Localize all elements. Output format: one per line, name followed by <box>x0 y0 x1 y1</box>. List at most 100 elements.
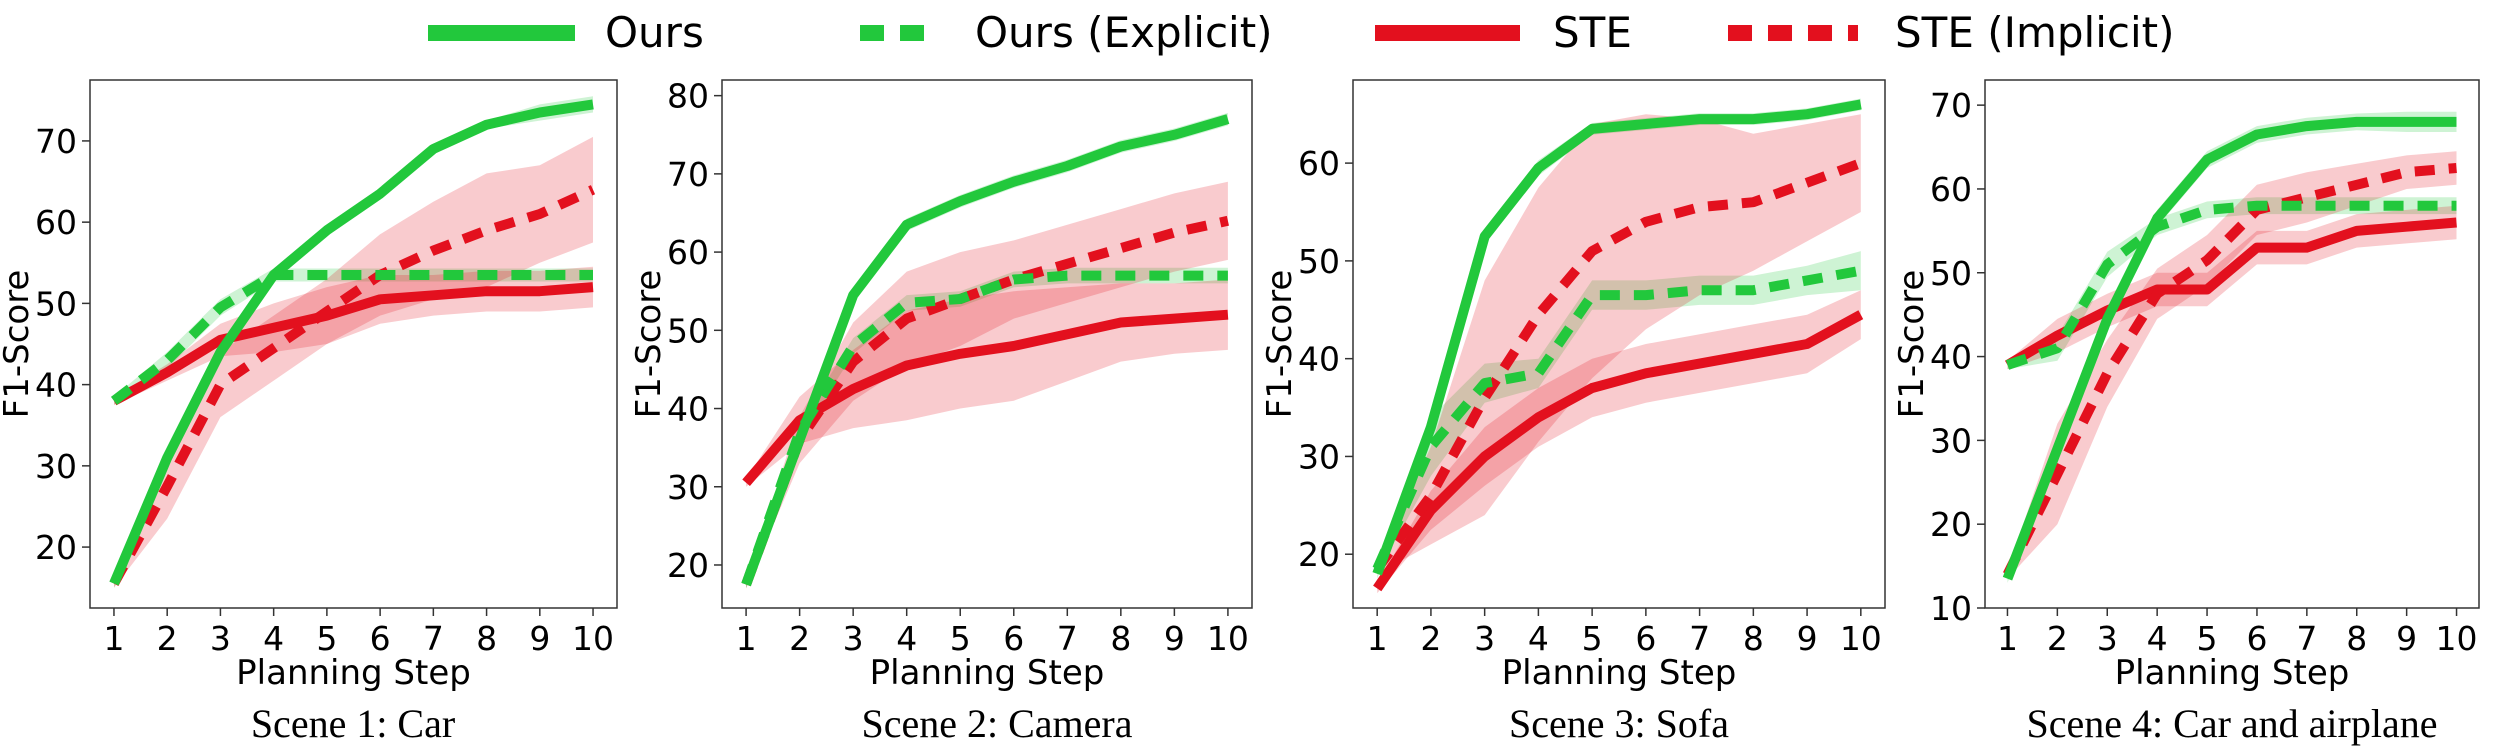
legend: Ours Ours (Explicit) STE STE (Implicit) <box>428 8 2175 57</box>
legend-entry-ours: Ours <box>428 8 704 57</box>
x-tick-label: 1 <box>736 619 757 658</box>
x-tick-label: 4 <box>1528 619 1549 658</box>
y-axis-label: F1-Score <box>1260 270 1300 419</box>
x-tick-label: 4 <box>2147 619 2168 658</box>
chart-title: Scene 3: Sofa <box>1509 701 1729 746</box>
series-line-ours <box>2002 116 2457 581</box>
x-tick-label: 9 <box>2396 619 2417 658</box>
y-tick-label: 30 <box>667 468 709 507</box>
chart-1: 1 2 3 4 5 6 7 8 9 10 20 30 40 50 60 70 Planning Step F1-S… <box>0 79 618 746</box>
series-line-ste <box>2004 217 2457 370</box>
chart-4: 1 2 3 4 5 6 7 8 9 10 10 20 30 40 50 60 70 Planning Step F1… <box>1892 79 2480 746</box>
series-line-ste <box>111 282 594 406</box>
y-tick-label: 20 <box>35 528 77 567</box>
band-ste <box>1377 290 1861 594</box>
x-tick-label: 2 <box>157 619 178 658</box>
y-tick-label: 70 <box>1930 86 1972 125</box>
band-ste <box>2007 205 2457 370</box>
series-line-ours <box>741 114 1230 587</box>
plot-area <box>89 79 618 609</box>
x-tick-label: 3 <box>2097 619 2118 658</box>
series-line-ste-implicit <box>2003 163 2457 577</box>
x-tick-label: 9 <box>1797 619 1818 658</box>
plot-series <box>109 96 596 588</box>
x-tick-label: 8 <box>1110 619 1131 658</box>
x-tick-label: 6 <box>1635 619 1656 658</box>
x-tick-label: 3 <box>1474 619 1495 658</box>
y-tick-label: 70 <box>35 122 77 161</box>
series-line-ste-implicit <box>1373 158 1863 572</box>
x-tick-label: 8 <box>2346 619 2367 658</box>
chart-3: 1 2 3 4 5 6 7 8 9 10 20 30 40 50 60 Planning Step F1-Sco… <box>1260 79 1886 746</box>
series-line-ours-explicit <box>110 270 593 405</box>
plot-area <box>721 79 1253 609</box>
x-axis-label: Planning Step <box>870 653 1105 693</box>
x-tick-label: 7 <box>1057 619 1078 658</box>
x-tick-label: 3 <box>210 619 231 658</box>
y-tick-label: 60 <box>35 203 77 242</box>
y-tick-label: 40 <box>1930 338 1972 377</box>
legend-label: STE (Implicit) <box>1895 8 2175 57</box>
x-tick-label: 9 <box>529 619 550 658</box>
series-line-ours-explicit <box>741 270 1228 587</box>
series-line-ours-explicit <box>2005 200 2457 370</box>
band-ste-implicit <box>746 181 1228 589</box>
x-tick-label: 3 <box>843 619 864 658</box>
x-tick-label: 1 <box>1997 619 2018 658</box>
series-line-ste-implicit <box>109 185 596 586</box>
legend-entry-ours-explicit: Ours (Explicit) <box>860 8 1273 57</box>
band-ste-implicit <box>114 136 593 588</box>
legend-label: Ours (Explicit) <box>975 8 1273 57</box>
y-tick-label: 60 <box>1298 144 1340 183</box>
x-tick-label: 4 <box>896 619 917 658</box>
x-tick-label: 6 <box>2246 619 2267 658</box>
x-tick-label: 2 <box>789 619 810 658</box>
series-line-ste <box>1373 310 1864 592</box>
y-tick-label: 20 <box>667 546 709 585</box>
y-tick-label: 60 <box>667 233 709 272</box>
x-tick-label: 8 <box>1743 619 1764 658</box>
x-tick-label: 2 <box>1420 619 1441 658</box>
x-tick-label: 7 <box>423 619 444 658</box>
x-tick-label: 7 <box>2296 619 2317 658</box>
y-axis-label: F1-Score <box>629 270 669 419</box>
plot-series <box>2002 111 2457 583</box>
y-tick-label: 50 <box>35 284 77 323</box>
x-tick-label: 5 <box>2197 619 2218 658</box>
x-tick-label: 10 <box>1207 619 1249 658</box>
series-line-ours <box>109 99 594 586</box>
x-tick-label: 4 <box>263 619 284 658</box>
series-line-ste <box>742 309 1229 487</box>
series-line-ours-explicit <box>1372 265 1862 571</box>
band-ste <box>746 279 1228 487</box>
plot-area <box>1984 79 2480 609</box>
y-axis-label: F1-Score <box>1892 270 1932 419</box>
x-axis-label: Planning Step <box>236 653 471 693</box>
x-axis-label: Planning Step <box>2115 653 2350 693</box>
legend-entry-ste-implicit: STE (Implicit) <box>1728 8 2175 57</box>
x-tick-label: 5 <box>316 619 337 658</box>
x-tick-label: 10 <box>2436 619 2478 658</box>
y-tick-label: 60 <box>1930 170 1972 209</box>
y-tick-label: 70 <box>667 155 709 194</box>
x-tick-label: 1 <box>103 619 124 658</box>
y-tick-label: 30 <box>1930 421 1972 460</box>
chart-2: 1 2 3 4 5 6 7 8 9 10 20 30 40 50 60 70 80 Planning Step F1… <box>629 77 1253 746</box>
x-tick-label: 6 <box>370 619 391 658</box>
chart-title: Scene 1: Car <box>251 701 455 746</box>
legend-label: STE <box>1553 8 1632 57</box>
x-axis-label: Planning Step <box>1502 653 1737 693</box>
x-tick-label: 10 <box>1840 619 1882 658</box>
band-ste <box>114 266 593 405</box>
x-tick-label: 7 <box>1689 619 1710 658</box>
y-tick-label: 20 <box>1930 505 1972 544</box>
y-tick-label: 50 <box>1930 254 1972 293</box>
x-tick-label: 1 <box>1367 619 1388 658</box>
legend-entry-ste: STE <box>1375 8 1632 57</box>
y-tick-label: 20 <box>1298 535 1340 574</box>
chart-title: Scene 4: Car and airplane <box>2027 701 2438 746</box>
y-tick-label: 30 <box>35 447 77 486</box>
x-tick-label: 5 <box>950 619 971 658</box>
